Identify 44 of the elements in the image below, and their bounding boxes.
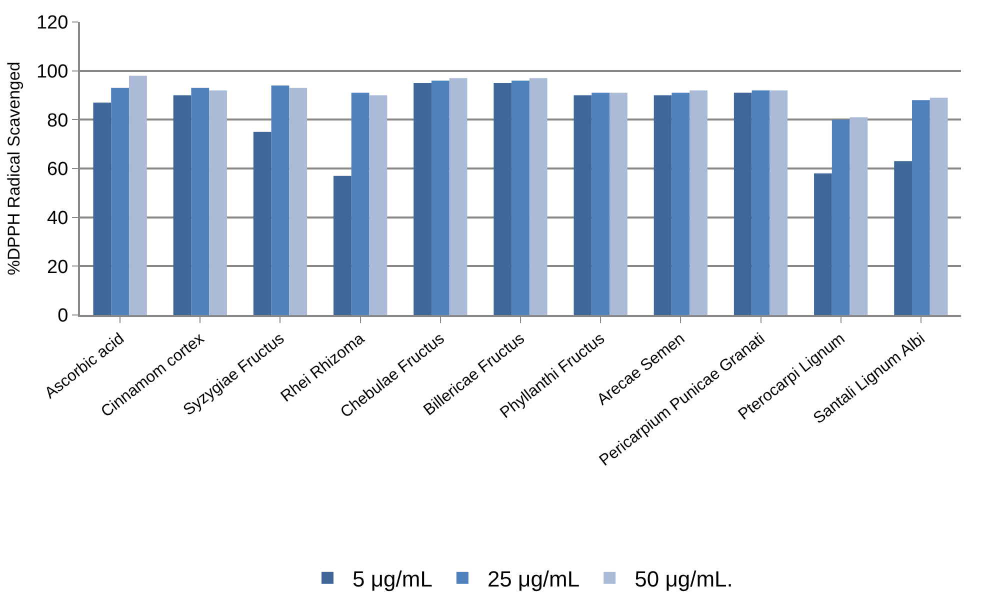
bar bbox=[449, 78, 468, 315]
bar bbox=[333, 176, 352, 315]
bar bbox=[93, 102, 112, 315]
bar bbox=[173, 95, 192, 315]
bar bbox=[512, 80, 530, 315]
legend-label: 5 μg/mL bbox=[352, 566, 432, 592]
bar bbox=[271, 85, 290, 315]
bar bbox=[930, 98, 948, 315]
y-tick-label: 40 bbox=[47, 208, 68, 229]
bar bbox=[610, 92, 628, 315]
bar bbox=[752, 90, 770, 315]
bar bbox=[672, 92, 690, 315]
y-tick-label: 120 bbox=[36, 12, 68, 34]
bar bbox=[770, 90, 788, 315]
bar bbox=[351, 92, 370, 315]
bar bbox=[592, 92, 610, 315]
bar bbox=[529, 78, 548, 315]
legend-label: 25 μg/mL bbox=[487, 566, 580, 592]
bar bbox=[832, 120, 850, 315]
bar bbox=[894, 161, 912, 315]
bar bbox=[494, 83, 512, 315]
y-tick-label: 100 bbox=[36, 61, 68, 82]
bar bbox=[574, 95, 592, 315]
bar bbox=[369, 95, 388, 315]
bar bbox=[253, 132, 272, 315]
bar bbox=[414, 83, 432, 315]
bar bbox=[912, 100, 930, 315]
bar bbox=[654, 95, 672, 315]
bar bbox=[814, 173, 832, 315]
bar bbox=[734, 92, 752, 315]
bar bbox=[111, 88, 129, 315]
bar bbox=[289, 88, 308, 315]
y-axis-title: %DPPH Radical Scavenged bbox=[4, 62, 24, 276]
y-tick-label: 0 bbox=[58, 306, 68, 327]
y-tick-label: 80 bbox=[47, 110, 68, 132]
bar bbox=[191, 88, 210, 315]
bar bbox=[431, 80, 450, 315]
bar bbox=[690, 90, 708, 315]
bar bbox=[209, 90, 227, 315]
bar bbox=[128, 76, 147, 315]
y-tick-label: 20 bbox=[47, 256, 68, 278]
y-tick-label: 60 bbox=[47, 159, 68, 180]
legend-label: 50 μg/mL. bbox=[634, 566, 733, 592]
bar bbox=[850, 117, 868, 315]
